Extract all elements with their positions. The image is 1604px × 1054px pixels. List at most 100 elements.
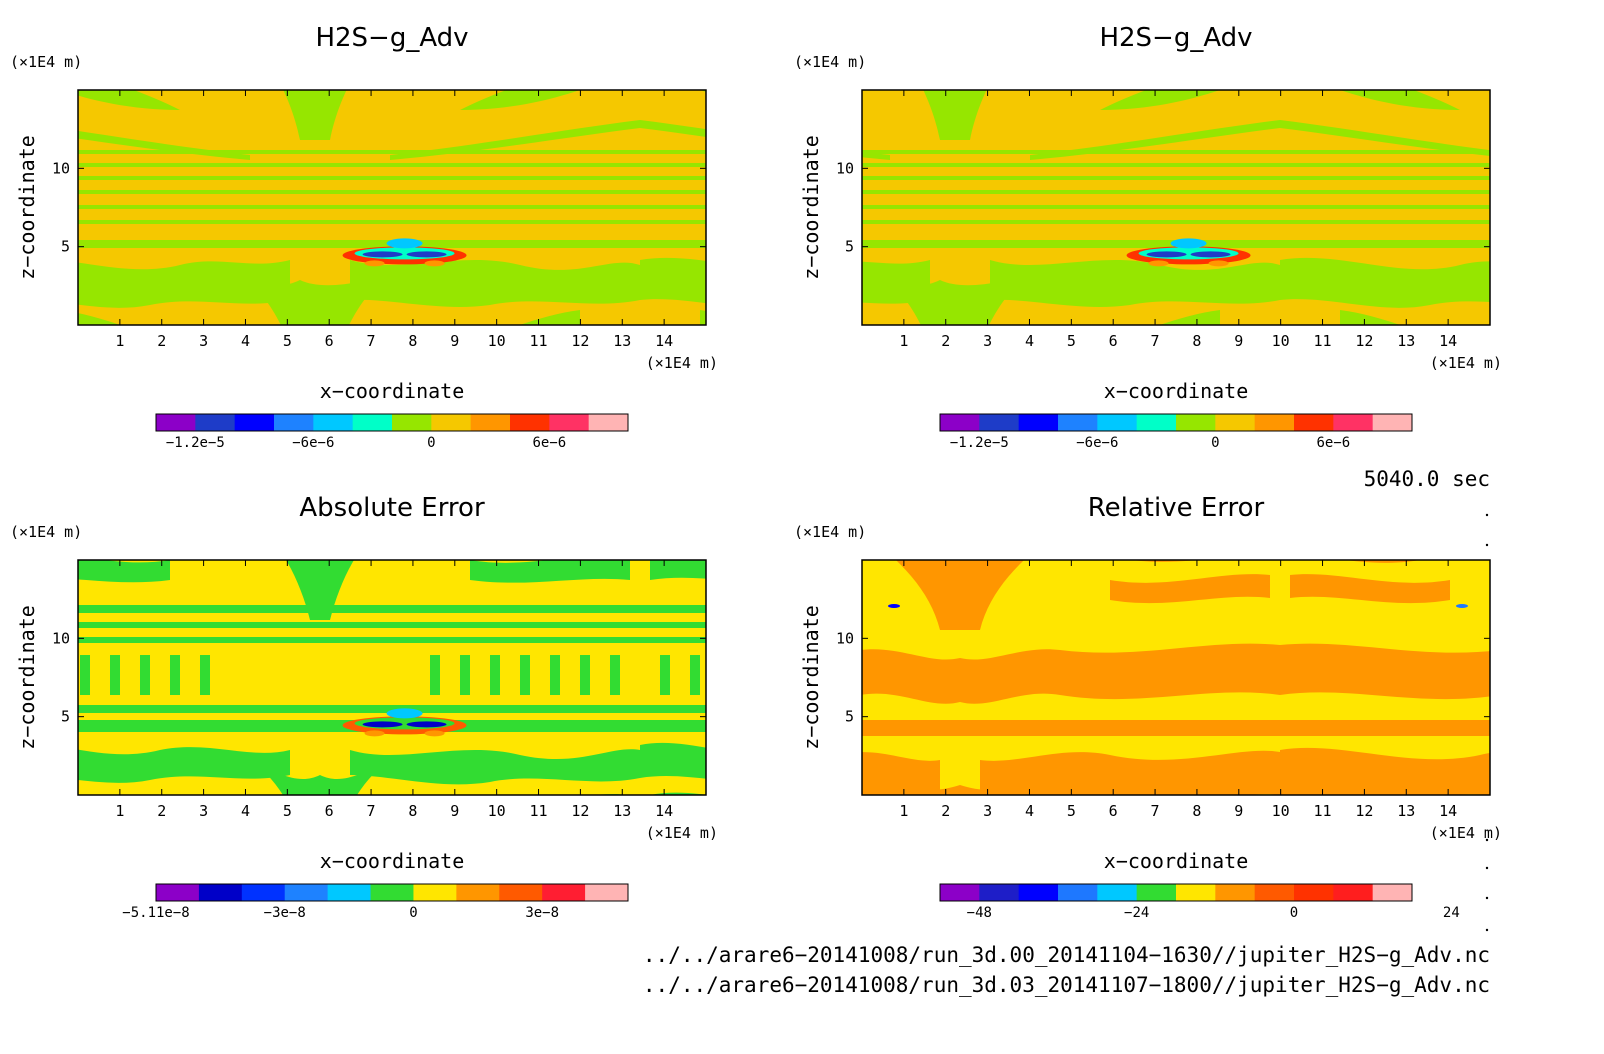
y-tick-label: 5 [61,238,70,256]
y-unit-label: (×1E4 m) [794,523,866,541]
x-tick-label: 2 [941,332,950,350]
x-tick-label: 13 [613,802,631,820]
colorbar-label: −6e−6 [1076,435,1118,451]
file-path-2: ../../arare6−20141008/run_3d.03_20141107… [643,973,1490,997]
colorbar-swatch [499,884,543,901]
x-tick-label: 8 [1192,332,1201,350]
colorbar-swatch [431,414,472,431]
x-tick-label: 5 [283,332,292,350]
x-tick-label: 3 [983,332,992,350]
chart-title: Absolute Error [299,493,485,523]
colorbar-label: 3e−8 [525,905,559,921]
x-axis-label: x−coordinate [1104,849,1249,873]
x-tick-label: 6 [325,332,334,350]
x-tick-label: 14 [1439,802,1457,820]
x-tick-label: 7 [367,802,376,820]
y-tick-label: 10 [836,159,854,177]
plot-frame [77,559,707,796]
x-tick-label: 3 [983,802,992,820]
x-tick-label: 2 [157,332,166,350]
x-tick-label: 14 [655,332,673,350]
x-tick-label: 13 [613,332,631,350]
x-tick-label: 6 [1109,802,1118,820]
colorbar-swatch [1176,414,1216,431]
disturbance-feature [1126,238,1251,267]
x-tick-label: 4 [241,802,250,820]
colorbar-swatch [979,884,1020,901]
x-tick-label: 13 [1397,802,1415,820]
x-axis-label: x−coordinate [320,379,465,403]
colorbar-swatch [1058,884,1098,901]
disturbance-feature [342,708,467,737]
y-axis-label: z−coordinate [799,135,823,280]
colorbar-swatch [1215,414,1256,431]
colorbar-frame [939,413,1413,432]
plot-frame [861,89,1491,326]
colorbar-swatch [156,414,196,431]
colorbar-swatch [1215,884,1256,901]
x-tick-label: 6 [1109,332,1118,350]
x-tick-label: 10 [488,332,506,350]
y-unit-label: (×1E4 m) [794,53,866,71]
colorbar-label: −6e−6 [292,435,334,451]
colorbar-swatch [470,414,511,431]
x-tick-label: 11 [530,332,548,350]
x-tick-label: 8 [408,332,417,350]
colorbar-swatch [274,414,314,431]
disturbance-feature [342,238,467,267]
y-unit-label: (×1E4 m) [10,53,82,71]
colorbar-swatch [327,884,372,901]
x-tick-label: 10 [1272,802,1290,820]
colorbar-label: 24 [1443,905,1460,921]
colorbar-swatch [241,884,286,901]
colorbar-swatch [413,884,457,901]
x-tick-label: 9 [450,332,459,350]
x-tick-label: 3 [199,332,208,350]
x-unit-label: (×1E4 m) [646,354,718,372]
colorbar-swatch [1176,884,1216,901]
colorbar-swatch [510,414,550,431]
time-label: 5040.0 sec [1364,467,1490,491]
x-tick-label: 12 [571,802,589,820]
colorbar-swatch [1294,414,1334,431]
colorbar-swatch [1254,414,1295,431]
colorbar-swatch [1097,884,1138,901]
colorbar: −5.11e−8 −3e−8 0 3e−8 [122,883,629,921]
colorbar-swatch [156,884,200,901]
x-unit-label: (×1E4 m) [646,824,718,842]
colorbar-swatch [588,414,629,431]
colorbar-swatch [1018,414,1059,431]
contour-field [78,560,706,795]
colorbar-label: −1.2e−5 [166,435,225,451]
y-tick-label: 5 [845,238,854,256]
x-tick-label: 14 [1439,332,1457,350]
x-tick-label: 5 [1067,332,1076,350]
contour-field [862,560,1490,795]
x-tick-label: 13 [1397,332,1415,350]
colorbar-swatch [313,414,354,431]
x-tick-label: 10 [488,802,506,820]
colorbar: −48 −24 0 24 [939,883,1460,921]
y-tick-label: 10 [52,629,70,647]
colorbar-swatch [1058,414,1098,431]
x-tick-label: 7 [367,332,376,350]
y-axis-label: z−coordinate [15,605,39,750]
x-tick-label: 7 [1151,332,1160,350]
colorbar-swatch [1333,884,1374,901]
plot-frame [77,89,707,326]
colorbar-swatch [456,884,500,901]
colorbar-swatch [1136,884,1177,901]
x-tick-label: 1 [899,332,908,350]
colorbar-swatch [1372,414,1413,431]
x-tick-label: 12 [571,332,589,350]
y-unit-label: (×1E4 m) [10,523,82,541]
colorbar-label: 6e−6 [1316,435,1350,451]
y-axis-label: z−coordinate [15,135,39,280]
colorbar-label: 0 [427,435,435,451]
colorbar-label: −5.11e−8 [122,905,189,921]
colorbar-frame [155,413,629,432]
